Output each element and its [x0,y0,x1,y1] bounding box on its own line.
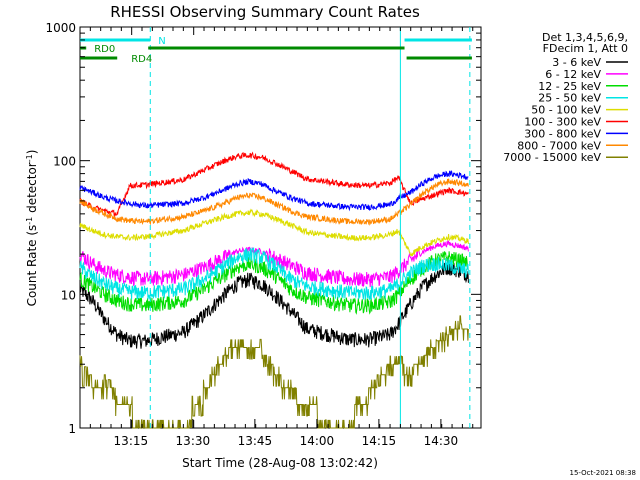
vertical-markers [149,27,471,428]
flag-bars: N RD0 RD4 [80,36,472,65]
y-tick-label-2: 10 [61,288,76,302]
legend-entry-label-6: 100 - 300 keV [524,116,601,129]
series-line-7 [79,170,469,212]
y-axis-label: Count Rate (s-1 detector-1) [25,150,40,307]
x-axis-label: Start Time (28-Aug-08 13:02:42) [182,456,378,470]
flag-label-n: N [158,36,165,47]
legend-entry-label-1: 3 - 6 keV [552,56,601,69]
plot-frame [79,26,482,429]
series-line-6 [79,151,469,218]
y-axis-label-exponent-1: -1 [25,217,34,225]
series-line-1 [79,261,469,349]
legend-entry-label-4: 25 - 50 keV [538,92,601,105]
y-tick-label-3: 100 [53,155,76,169]
x-tick-label-1: 13:15 [114,434,149,448]
x-tick-label-6: 14:30 [424,434,459,448]
series-line-8 [79,178,469,226]
y-axis-ticks: 1 10 100 1000 [45,21,481,436]
generation-timestamp: 15-Oct-2021 08:38 [570,469,636,477]
legend-entry-label-5: 50 - 100 keV [531,104,601,117]
series-line-4 [79,246,469,301]
series-line-5 [79,208,469,257]
legend: Det 1,3,4,5,6,9, FDecim 1, Att 0 3 - 6 k… [503,31,628,164]
x-tick-label-2: 13:30 [176,434,211,448]
legend-entry-label-8: 800 - 7000 keV [517,139,601,152]
flag-label-rd4: RD4 [131,54,152,65]
y-axis-label-part-2: detector [25,162,39,217]
x-tick-label-4: 14:00 [300,434,335,448]
flag-label-rd0: RD0 [94,44,115,55]
y-tick-label-1: 1 [68,422,76,436]
legend-header-2: FDecim 1, Att 0 [543,42,628,55]
legend-entry-label-3: 12 - 25 keV [538,80,601,93]
x-axis-ticks: 13:15 13:30 13:45 14:00 14:15 14:30 [79,27,474,448]
x-tick-label-3: 13:45 [238,434,273,448]
x-tick-label-5: 14:15 [362,434,397,448]
legend-entry-label-2: 6 - 12 keV [545,68,601,81]
series-line-9 [79,315,469,429]
series-line-2 [79,239,469,288]
legend-header-1: Det 1,3,4,5,6,9, [542,31,628,44]
series-layer [79,151,469,429]
legend-entry-label-9: 7000 - 15000 keV [503,151,601,164]
y-tick-label-4: 1000 [45,21,76,35]
y-axis-label-exponent-2: -1 [25,154,34,162]
chart-title: RHESSI Observing Summary Count Rates [110,3,420,21]
y-axis-label-part-3: ) [25,150,39,155]
y-axis-label-part-1: Count Rate (s [25,225,39,307]
legend-entry-label-7: 300 - 800 keV [524,127,601,140]
